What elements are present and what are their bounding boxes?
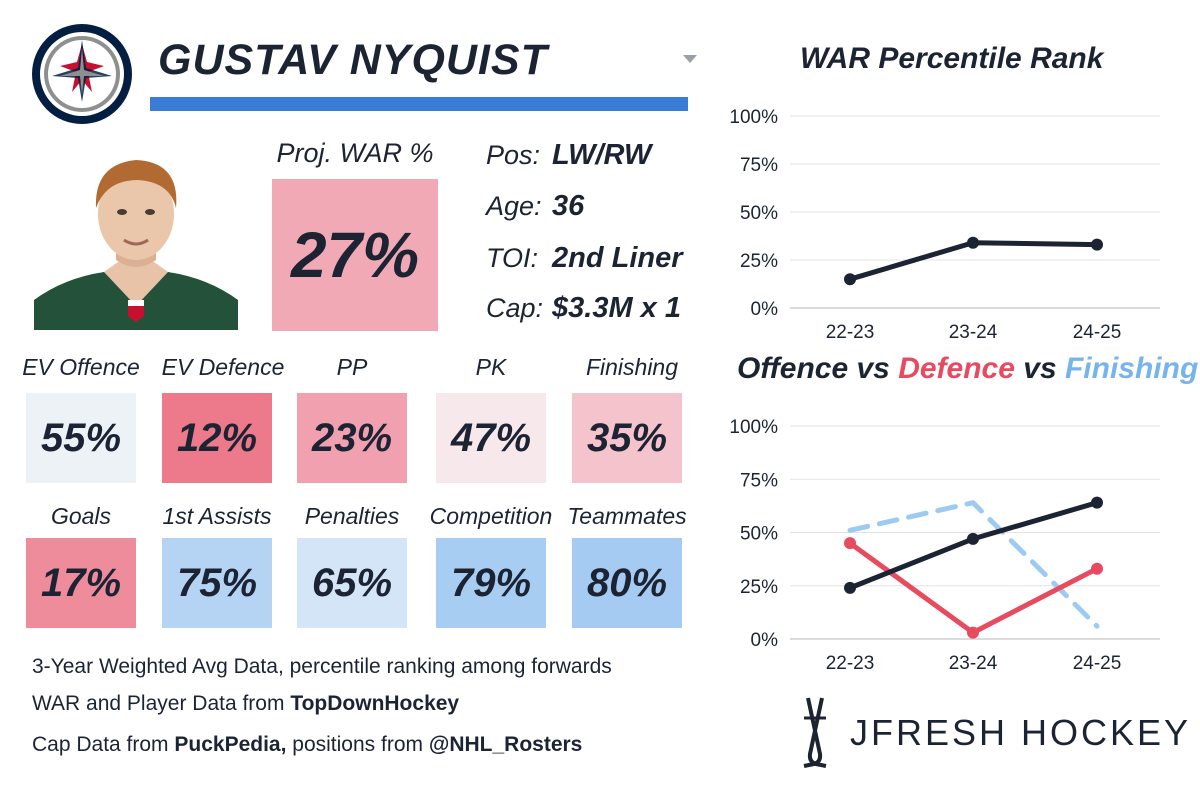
y-tick-label: 75% (740, 470, 778, 491)
info-key: TOI: (486, 242, 539, 273)
y-tick-label: 50% (740, 524, 778, 545)
source-topdownhockey: TopDownHockey (290, 692, 460, 715)
info-value: 36 (552, 189, 585, 222)
footer-text: Cap Data from (32, 733, 175, 756)
title-vs: vs (1014, 352, 1065, 385)
stat-label: Penalties (304, 503, 400, 529)
chart-title-offence-defence-finishing: Offence vs Defence vs Finishing (737, 352, 1198, 386)
stat-label: PP (336, 354, 368, 380)
title-finishing: Finishing (1064, 352, 1199, 385)
stat-box: 23% (297, 393, 407, 483)
war-percentile-chart: 0% 25% 50% 75% 100% 22-23 23-24 24-25 (729, 107, 1160, 343)
info-key: Age: (486, 190, 542, 221)
stat-box: 12% (162, 393, 272, 483)
info-row-position: Pos: LW/RW (486, 135, 651, 175)
stat-label: Competition (429, 503, 553, 529)
stat-label: EV Defence (161, 354, 285, 380)
info-row-toi: TOI: 2nd Liner (486, 238, 683, 278)
stat-label: 1st Assists (162, 503, 272, 529)
info-key: Pos: (486, 139, 541, 170)
footer-source-war: WAR and Player Data from TopDownHockey (32, 692, 459, 716)
stat-label: PK (475, 354, 507, 380)
data-point (844, 273, 856, 286)
title-defence: Defence (898, 352, 1015, 385)
info-key: Cap: (486, 292, 544, 323)
data-point (967, 626, 979, 639)
data-point (1091, 496, 1103, 509)
y-tick-label: 0% (751, 630, 779, 651)
data-point (1091, 238, 1103, 251)
player-name: GUSTAV NYQUIST (158, 36, 548, 84)
hockey-sticks-icon (803, 697, 827, 768)
name-underline (150, 97, 688, 111)
y-tick-label: 100% (729, 107, 778, 128)
brand-logo: JFRESH HOCKEY (790, 696, 1188, 768)
series-line (847, 500, 1100, 591)
stat-box: 80% (572, 538, 682, 628)
data-point (967, 236, 979, 249)
jets-logo-icon (32, 24, 132, 124)
source-puckpedia: PuckPedia, (174, 733, 287, 756)
stat-box: 79% (436, 538, 546, 628)
stat-box: 75% (162, 538, 272, 628)
proj-war-value: 27% (272, 179, 438, 331)
y-tick-label: 50% (740, 203, 778, 224)
y-tick-label: 0% (751, 299, 779, 320)
data-point (967, 532, 979, 545)
y-tick-label: 100% (729, 417, 778, 438)
player-headshot (34, 160, 238, 330)
series-line (847, 500, 1100, 629)
y-tick-label: 25% (740, 251, 778, 272)
data-point (844, 537, 856, 550)
x-tick-label: 22-23 (826, 322, 875, 343)
data-point (844, 581, 856, 594)
proj-war-label: Proj. WAR % (276, 138, 434, 168)
data-point (1091, 562, 1103, 575)
stat-label: Teammates (567, 503, 687, 529)
stat-label: Finishing (585, 354, 679, 380)
footer-note: 3-Year Weighted Avg Data, percentile ran… (32, 655, 612, 678)
chevron-down-icon[interactable] (683, 55, 697, 63)
info-row-age: Age: 36 (486, 186, 584, 226)
title-vs: vs (848, 352, 899, 385)
footer-text: positions from (286, 733, 429, 756)
info-row-cap: Cap: $3.3M x 1 (486, 288, 681, 328)
title-offence: Offence (737, 352, 849, 385)
x-tick-label: 23-24 (949, 322, 998, 343)
y-tick-label: 75% (740, 155, 778, 176)
x-tick-label: 24-25 (1073, 322, 1122, 343)
stat-box: 65% (297, 538, 407, 628)
footer-source-cap: Cap Data from PuckPedia, positions from … (32, 733, 582, 757)
stat-label: Goals (50, 503, 112, 529)
brand-name: JFRESH HOCKEY (850, 712, 1192, 753)
offence-defence-finishing-chart: 0% 25% 50% 75% 100% 22-23 23-24 24-25 (729, 417, 1160, 674)
series-line (847, 540, 1100, 636)
source-nhl-rosters: @NHL_Rosters (428, 733, 583, 756)
x-tick-label: 22-23 (826, 653, 875, 674)
footer-text: WAR and Player Data from (32, 692, 291, 715)
x-tick-label: 24-25 (1073, 653, 1122, 674)
x-tick-label: 23-24 (949, 653, 998, 674)
info-value: $3.3M x 1 (552, 291, 681, 324)
y-tick-label: 25% (740, 577, 778, 598)
stat-box: 55% (26, 393, 136, 483)
stat-box: 35% (572, 393, 682, 483)
chart-title-war: WAR Percentile Rank (800, 42, 1104, 75)
stat-label: EV Offence (22, 354, 140, 380)
stat-box: 47% (436, 393, 546, 483)
info-value: LW/RW (552, 138, 652, 171)
stat-box: 17% (26, 538, 136, 628)
info-value: 2nd Liner (552, 241, 683, 274)
